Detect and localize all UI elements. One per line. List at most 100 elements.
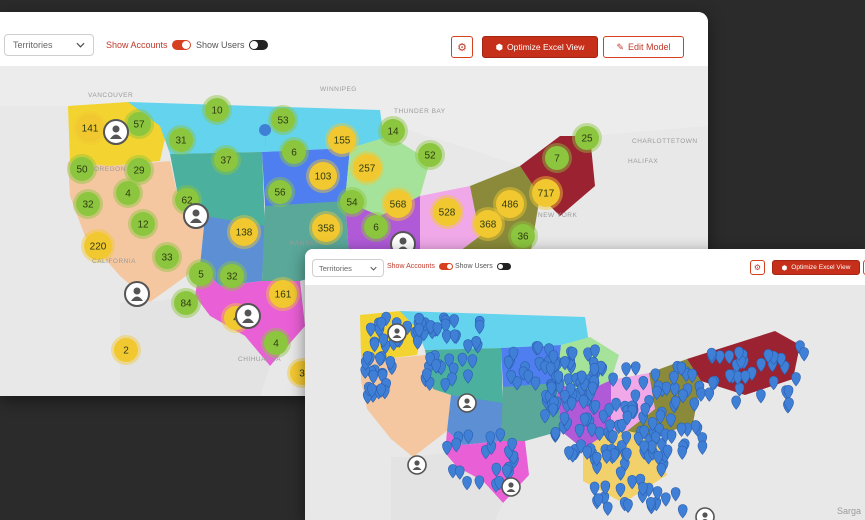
account-pin-icon[interactable] (706, 347, 717, 362)
account-pin-icon[interactable] (548, 350, 559, 365)
user-avatar-icon[interactable] (124, 281, 150, 307)
account-pin-icon[interactable] (799, 347, 809, 362)
user-avatar-icon[interactable] (501, 477, 521, 497)
account-pin-icon[interactable] (627, 475, 637, 490)
show-users-toggle-front[interactable] (496, 263, 511, 270)
account-cluster[interactable]: 36 (508, 221, 538, 251)
account-pin-icon[interactable] (441, 329, 452, 344)
account-pin-icon[interactable] (704, 387, 715, 402)
settings-button[interactable]: ⚙ (451, 36, 473, 58)
account-cluster[interactable]: 33 (152, 242, 182, 272)
account-pin-icon[interactable] (578, 394, 589, 410)
account-pin-icon[interactable] (655, 409, 666, 424)
account-cluster[interactable]: 528 (430, 195, 464, 229)
account-pin-icon[interactable] (763, 348, 774, 364)
territory-map-front[interactable]: Sarga (305, 285, 865, 520)
account-cluster[interactable]: 25 (572, 123, 602, 153)
account-cluster[interactable]: 103 (306, 159, 340, 193)
account-pin-icon[interactable] (474, 475, 485, 490)
account-pin-icon[interactable] (582, 445, 593, 460)
account-pin-icon[interactable] (491, 462, 502, 477)
account-pin-icon[interactable] (574, 423, 585, 439)
account-pin-icon[interactable] (653, 450, 664, 465)
account-cluster[interactable]: 7 (542, 143, 572, 173)
account-pin-icon[interactable] (652, 486, 663, 501)
account-pin-icon[interactable] (589, 362, 600, 378)
account-cluster[interactable]: 141 (73, 111, 107, 145)
account-cluster[interactable]: 54 (337, 187, 367, 217)
account-pin-icon[interactable] (608, 430, 618, 445)
account-pin-icon[interactable] (602, 501, 613, 516)
account-pin-icon[interactable] (566, 397, 577, 412)
account-pin-icon[interactable] (432, 322, 443, 337)
account-cluster[interactable]: 32 (217, 261, 247, 291)
account-pin-icon[interactable] (776, 352, 786, 367)
user-avatar-icon[interactable] (387, 323, 407, 343)
account-pin-icon[interactable] (593, 493, 604, 508)
account-cluster[interactable]: 6 (361, 212, 391, 242)
account-pin-icon[interactable] (463, 369, 473, 384)
user-avatar-icon[interactable] (235, 303, 261, 329)
show-accounts-toggle[interactable] (171, 40, 191, 50)
account-pin-icon[interactable] (365, 322, 376, 337)
account-cluster[interactable]: 57 (124, 109, 154, 139)
account-pin-icon[interactable] (615, 466, 626, 481)
user-avatar-icon[interactable] (103, 119, 129, 145)
account-pin-icon[interactable] (689, 397, 700, 412)
account-pin-icon[interactable] (666, 429, 677, 444)
account-pin-icon[interactable] (615, 482, 626, 498)
account-cluster[interactable]: 155 (325, 123, 359, 157)
account-pin-icon[interactable] (670, 395, 681, 411)
account-pin-icon[interactable] (708, 376, 718, 391)
account-pin-icon[interactable] (495, 428, 506, 443)
account-pin-icon[interactable] (467, 354, 478, 369)
account-pin-icon[interactable] (550, 426, 561, 442)
account-pin-icon[interactable] (367, 383, 377, 398)
account-pin-icon[interactable] (591, 451, 602, 467)
account-cluster[interactable]: 31 (166, 125, 196, 155)
account-pin-icon[interactable] (677, 445, 688, 460)
account-pin-icon[interactable] (589, 481, 600, 496)
account-pin-icon[interactable] (553, 370, 564, 385)
account-cluster[interactable]: 14 (378, 116, 408, 146)
account-pin-icon[interactable] (732, 370, 743, 386)
account-pin-icon[interactable] (734, 346, 744, 361)
account-pin-icon[interactable] (696, 387, 706, 402)
account-cluster[interactable]: 12 (128, 209, 158, 239)
account-pin-icon[interactable] (463, 429, 474, 444)
account-pin-icon[interactable] (676, 422, 687, 437)
account-pin-icon[interactable] (622, 410, 633, 426)
account-pin-icon[interactable] (611, 397, 621, 413)
user-avatar-icon[interactable] (183, 203, 209, 229)
edit-model-button-front[interactable]: ✎ (863, 260, 865, 275)
account-pin-icon[interactable] (583, 347, 593, 362)
account-pin-icon[interactable] (756, 389, 766, 404)
account-pin-icon[interactable] (512, 376, 522, 391)
account-pin-icon[interactable] (369, 337, 380, 353)
account-cluster[interactable]: 10 (202, 95, 232, 125)
user-avatar-icon[interactable] (695, 507, 715, 520)
territory-select-front[interactable]: Territories (312, 259, 384, 277)
optimize-excel-view-button-front[interactable]: ⬢ Optimize Excel View (772, 260, 860, 275)
account-pin-icon[interactable] (259, 124, 272, 150)
account-pin-icon[interactable] (724, 350, 735, 365)
account-pin-icon[interactable] (715, 350, 725, 365)
account-pin-icon[interactable] (670, 487, 681, 502)
account-cluster[interactable]: 50 (67, 154, 97, 184)
account-cluster[interactable]: 52 (415, 140, 445, 170)
account-pin-icon[interactable] (414, 323, 424, 338)
account-pin-icon[interactable] (740, 370, 751, 385)
account-cluster[interactable]: 29 (124, 155, 154, 185)
account-pin-icon[interactable] (376, 316, 387, 332)
account-pin-icon[interactable] (621, 376, 632, 391)
account-cluster[interactable]: 53 (268, 105, 298, 135)
account-pin-icon[interactable] (362, 351, 373, 366)
account-cluster[interactable]: 161 (266, 277, 300, 311)
account-pin-icon[interactable] (638, 481, 648, 497)
account-pin-icon[interactable] (604, 403, 615, 418)
account-cluster[interactable]: 717 (529, 176, 563, 210)
account-pin-icon[interactable] (449, 314, 459, 329)
optimize-excel-view-button[interactable]: ⬢ Optimize Excel View (482, 36, 598, 58)
account-pin-icon[interactable] (645, 497, 656, 512)
